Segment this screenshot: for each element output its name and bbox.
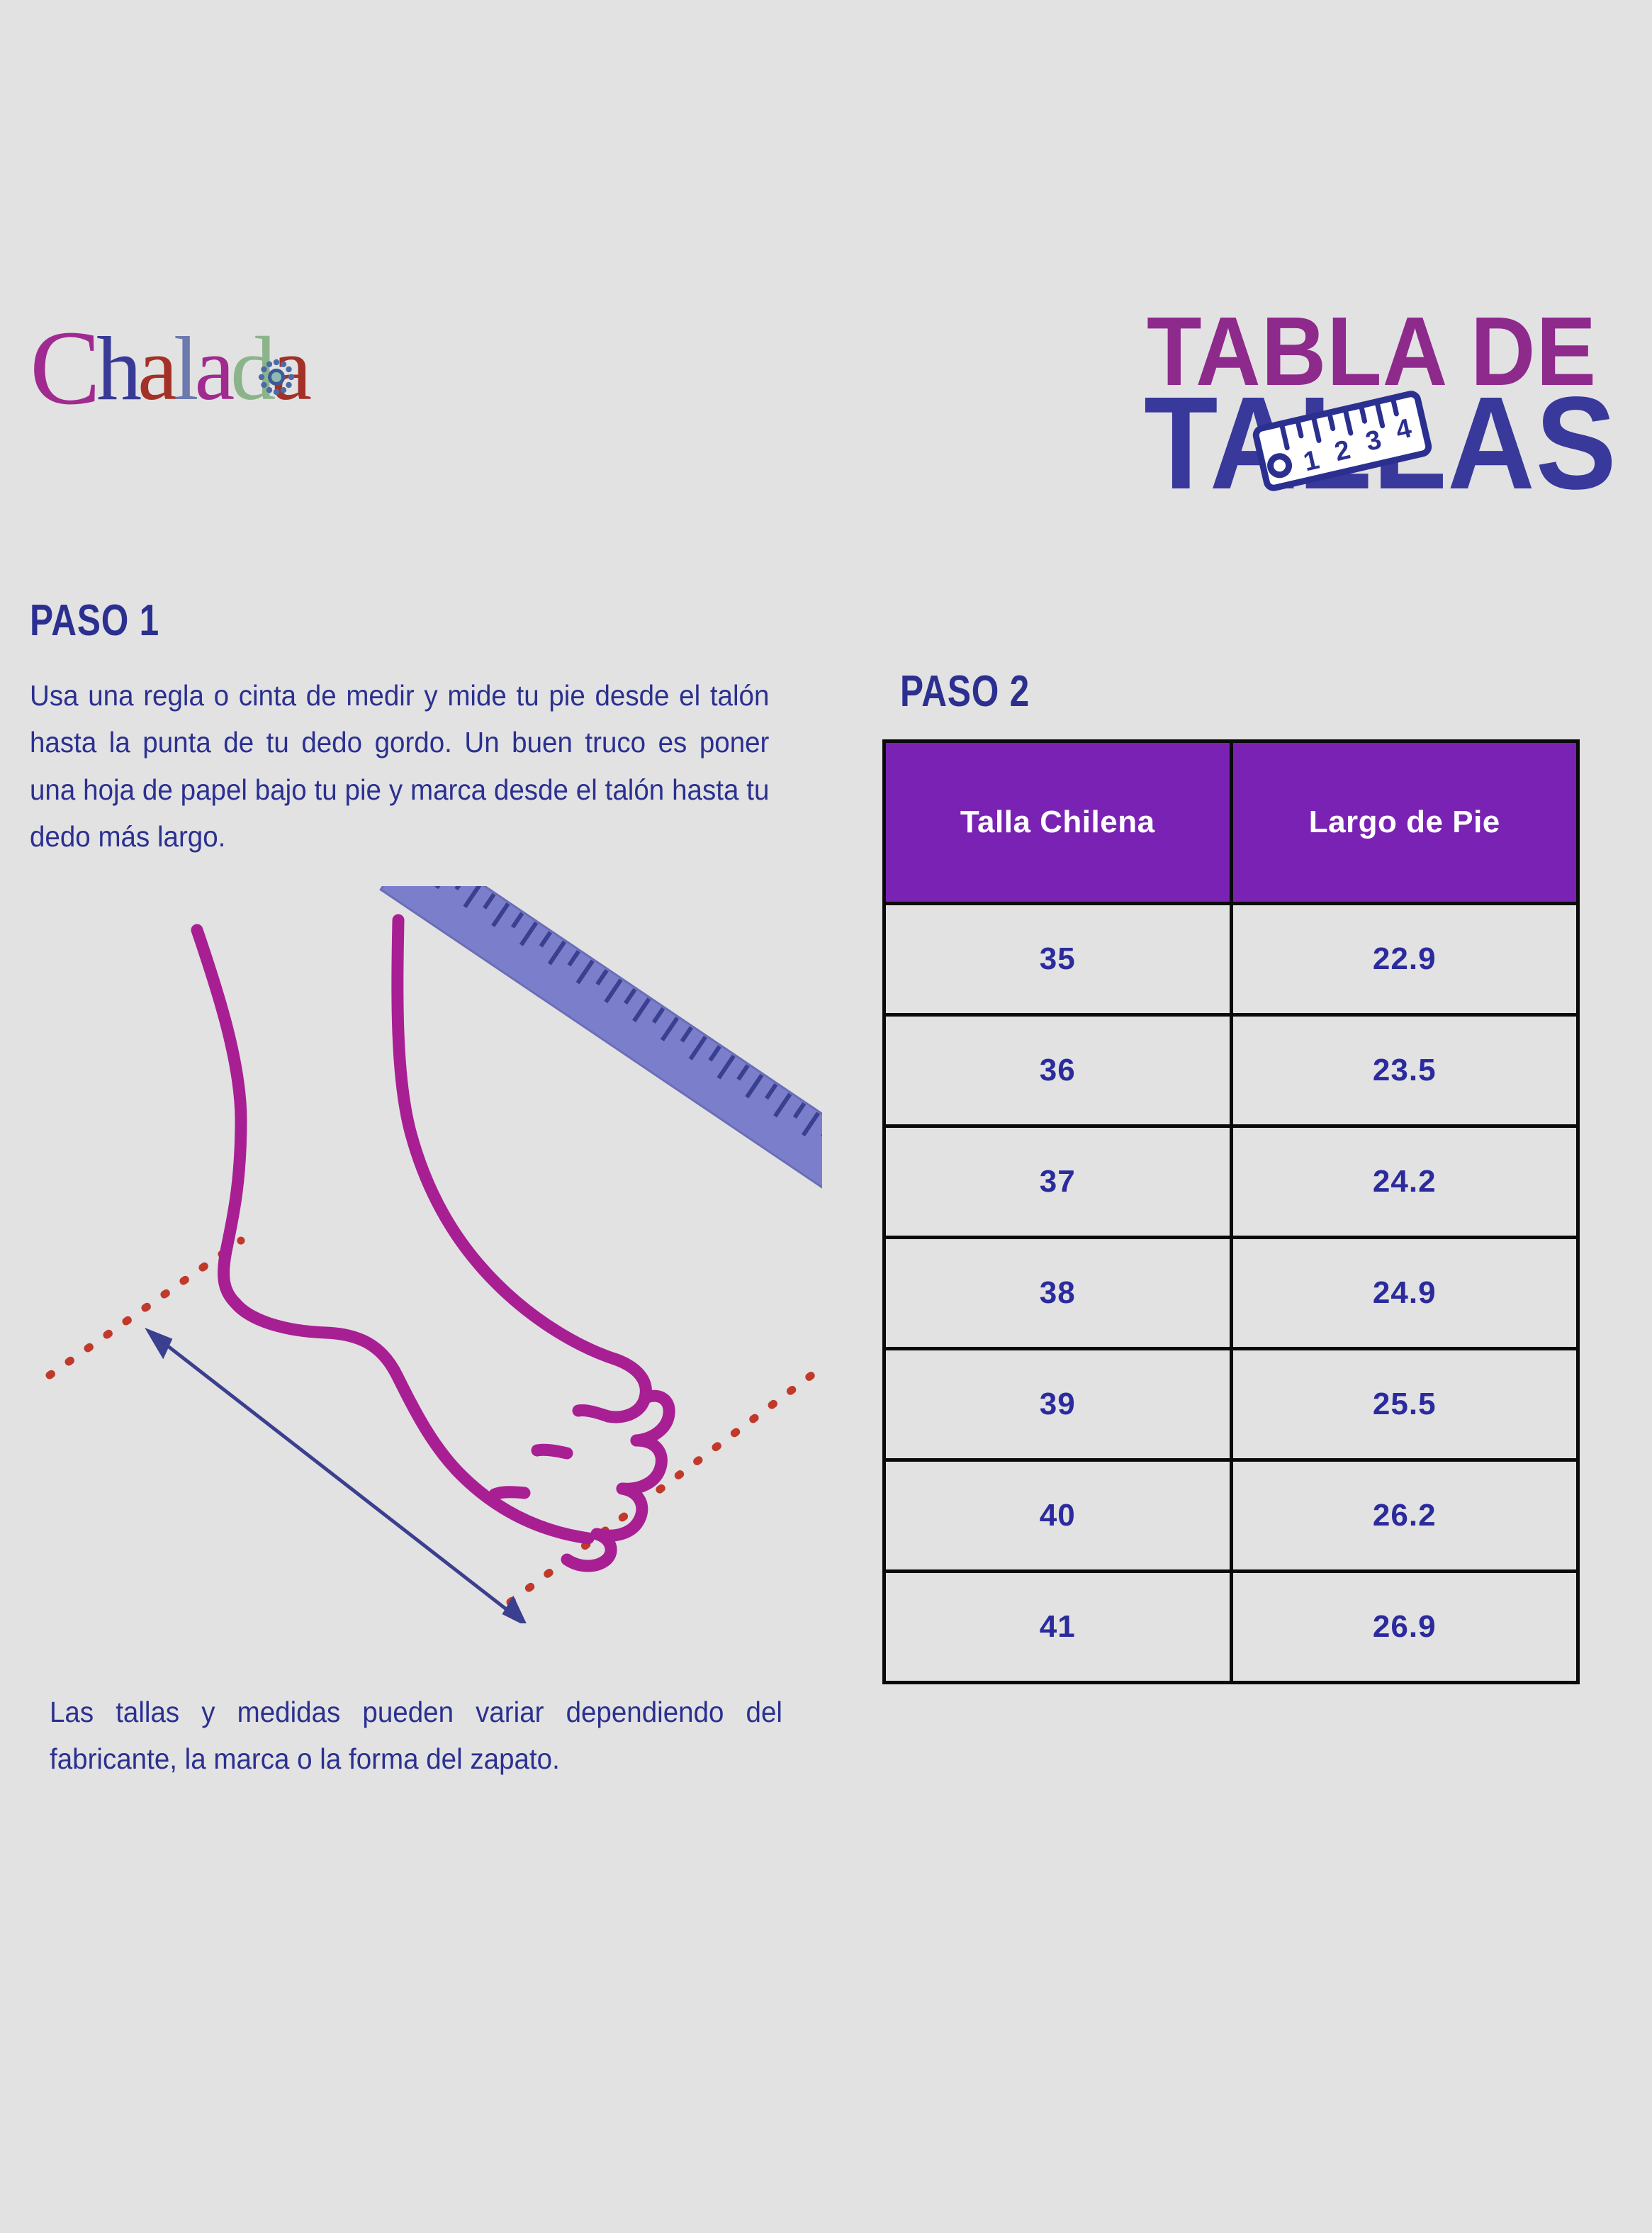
step-1-heading: PASO 1: [30, 596, 160, 645]
table-row: 36 23.5: [882, 1013, 1580, 1128]
disclaimer-text: Las tallas y medidas pueden variar depen…: [50, 1696, 782, 1776]
table-header-row: Talla Chilena Largo de Pie: [882, 739, 1580, 905]
cell-largo: 24.9: [1229, 1236, 1580, 1350]
brand-logo-text: Chalada: [30, 310, 427, 421]
toe-guide-line: [506, 1371, 816, 1606]
flower-dot-icon: [258, 359, 295, 396]
cell-talla: 37: [882, 1124, 1233, 1239]
cell-talla: 39: [882, 1347, 1233, 1462]
column-header-talla-chilena: Talla Chilena: [882, 739, 1233, 905]
logo-letter-a3: a: [271, 318, 312, 419]
column-header-largo-de-pie: Largo de Pie: [1229, 739, 1580, 905]
table-row: 37 24.2: [882, 1124, 1580, 1239]
cell-talla: 35: [882, 902, 1233, 1017]
cell-talla: 38: [882, 1236, 1233, 1350]
cell-talla: 36: [882, 1013, 1233, 1128]
cell-largo: 26.9: [1229, 1569, 1580, 1684]
logo-letter-h: h: [96, 318, 142, 419]
measurement-arrow: [145, 1327, 527, 1623]
foot-measuring-illustration: [45, 886, 822, 1623]
brand-logo: Chalada: [30, 310, 427, 421]
cell-largo: 26.2: [1229, 1458, 1580, 1573]
ruler: [379, 886, 822, 1272]
cell-talla: 41: [882, 1569, 1233, 1684]
ruler-icon: 1 2 3 4: [1252, 391, 1432, 491]
table-row: 41 26.9: [882, 1569, 1580, 1684]
table-row: 39 25.5: [882, 1347, 1580, 1462]
page-title: TABLA DE TALLAS 1 2 3 4: [1134, 297, 1644, 595]
cell-talla: 40: [882, 1458, 1233, 1573]
logo-letter-d: d: [230, 318, 276, 419]
title-line-1: TABLA DE: [1147, 297, 1597, 406]
size-table: Talla Chilena Largo de Pie 35 22.9 36 23…: [882, 739, 1580, 1684]
logo-letter-l: l: [173, 318, 198, 419]
table-row: 38 24.9: [882, 1236, 1580, 1350]
cell-largo: 25.5: [1229, 1347, 1580, 1462]
cell-largo: 24.2: [1229, 1124, 1580, 1239]
logo-letter-a1: a: [137, 318, 178, 419]
logo-letter-a2: a: [194, 318, 235, 419]
cell-largo: 23.5: [1229, 1013, 1580, 1128]
logo-letter-c: C: [30, 309, 101, 427]
step-1-text: Usa una regla o cinta de medir y mide tu…: [30, 679, 770, 854]
foot-outline: [191, 914, 675, 1572]
cell-largo: 22.9: [1229, 902, 1580, 1017]
step-2-heading: PASO 2: [900, 667, 1030, 716]
heel-guide-line: [45, 1236, 245, 1379]
table-row: 40 26.2: [882, 1458, 1580, 1573]
table-row: 35 22.9: [882, 902, 1580, 1017]
